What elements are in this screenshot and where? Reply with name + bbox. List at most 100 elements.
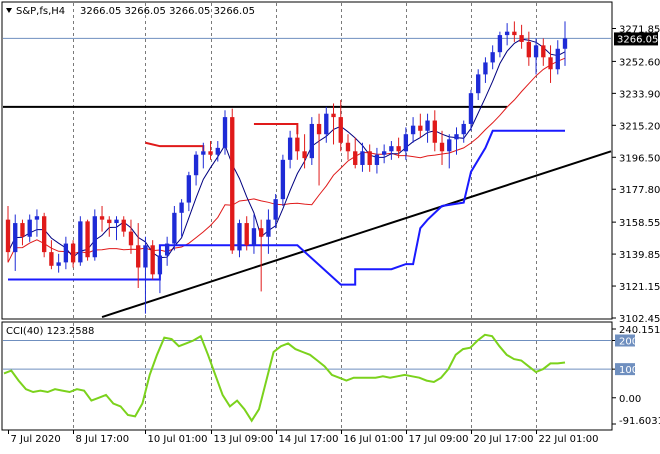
- candle: [476, 69, 481, 101]
- chart-header: S&P,fs,H4 3266.05 3266.05 3266.05 3266.0…: [6, 6, 255, 17]
- candle-body: [367, 151, 372, 165]
- fast-moving-average: [7, 38, 566, 259]
- candle: [34, 209, 40, 237]
- candle: [27, 214, 32, 242]
- rising-trendline: [101, 150, 612, 319]
- cci-level-tag: [615, 334, 635, 347]
- ohlc-values: 3266.05 3266.05 3266.05 3266.05: [80, 6, 255, 17]
- candle: [389, 141, 394, 160]
- cci-y-tick-label: 0.00: [619, 394, 641, 405]
- candle-body: [541, 45, 546, 58]
- candle: [273, 194, 278, 229]
- candle-body: [324, 113, 329, 135]
- candle-body: [107, 219, 112, 224]
- candle-body: [295, 137, 300, 152]
- cci-title: CCI(40) 123.2588: [6, 326, 94, 337]
- candle: [526, 31, 532, 66]
- price-tag-value: 3266.05: [617, 34, 658, 45]
- candle: [316, 113, 322, 186]
- candle: [201, 142, 206, 169]
- candle: [345, 134, 351, 160]
- candle: [418, 113, 423, 138]
- candle: [512, 21, 517, 42]
- candle: [244, 216, 249, 251]
- candle: [107, 216, 112, 237]
- candle: [128, 219, 134, 254]
- candle-body: [331, 113, 336, 118]
- candle: [259, 219, 264, 292]
- candle: [432, 110, 437, 152]
- y-tick-label: 3158.55: [619, 218, 660, 229]
- cci-y-tick-label: 200: [619, 336, 638, 347]
- candle: [425, 113, 430, 143]
- candle-body: [483, 62, 488, 75]
- candle: [396, 137, 401, 159]
- candle: [519, 24, 524, 49]
- candle: [454, 127, 459, 155]
- candle: [555, 40, 560, 75]
- candle-body: [447, 139, 452, 152]
- candle-body: [526, 41, 532, 58]
- candle-body: [27, 219, 32, 237]
- candle-body: [128, 231, 134, 246]
- candle: [63, 236, 69, 270]
- candle: [114, 216, 119, 241]
- candle-body: [396, 146, 401, 152]
- candle-body: [201, 151, 206, 155]
- candle-body: [410, 125, 416, 135]
- candle-body: [172, 212, 177, 244]
- candle: [410, 117, 416, 143]
- cci-y-tick-label: 240.1513: [619, 325, 660, 336]
- x-tick-label: 7 Jul 2020: [11, 434, 61, 445]
- candle: [193, 151, 199, 186]
- candle: [324, 106, 329, 143]
- candle: [164, 236, 170, 266]
- candle-body: [230, 117, 235, 251]
- candle-body: [360, 151, 365, 165]
- triangle-down-icon[interactable]: [6, 8, 12, 13]
- candle: [533, 38, 539, 75]
- candle-body: [432, 120, 437, 143]
- vertical-gridlines: [73, 3, 537, 429]
- candle: [222, 110, 228, 155]
- candle-body: [70, 243, 76, 263]
- candle-body: [157, 255, 163, 275]
- x-tick-label: 16 Jul 01:00: [344, 434, 404, 445]
- candle-body: [345, 142, 351, 152]
- candle-body: [215, 147, 220, 155]
- time-axis: 7 Jul 2020 8 Jul 17:00 10 Jul 01:00 13 Jul …: [8, 430, 598, 445]
- candle-body: [164, 243, 170, 256]
- candle-body: [208, 151, 213, 155]
- candle-body: [353, 151, 358, 165]
- candle: [403, 127, 409, 160]
- y-tick-label: 3102.45: [619, 314, 660, 325]
- cci-y-tick-label: 100: [619, 365, 638, 376]
- candle-body: [13, 223, 18, 253]
- candle-body: [548, 57, 553, 70]
- y-tick-label: 3271.85: [619, 25, 660, 36]
- y-tick-label: 3121.15: [619, 282, 660, 293]
- candle: [78, 216, 83, 266]
- candle-body: [287, 137, 293, 160]
- candle: [468, 89, 474, 131]
- candle: [208, 141, 213, 160]
- x-tick-label: 14 Jul 17:00: [279, 434, 339, 445]
- candle-body: [20, 223, 25, 237]
- y-tick-label: 3177.80: [619, 185, 660, 196]
- symbol-title: S&P,fs,H4: [16, 6, 65, 17]
- candle-body: [143, 245, 148, 268]
- blue-step-line: [8, 129, 565, 286]
- candle: [562, 21, 568, 66]
- candle: [143, 236, 148, 314]
- candle-body: [251, 228, 257, 246]
- candle-body: [179, 202, 184, 213]
- candle-body: [56, 262, 61, 266]
- candle: [99, 205, 105, 232]
- candle: [367, 144, 372, 172]
- candle-body: [136, 245, 141, 268]
- candle: [251, 214, 257, 254]
- candle: [237, 219, 242, 258]
- candle: [13, 214, 18, 271]
